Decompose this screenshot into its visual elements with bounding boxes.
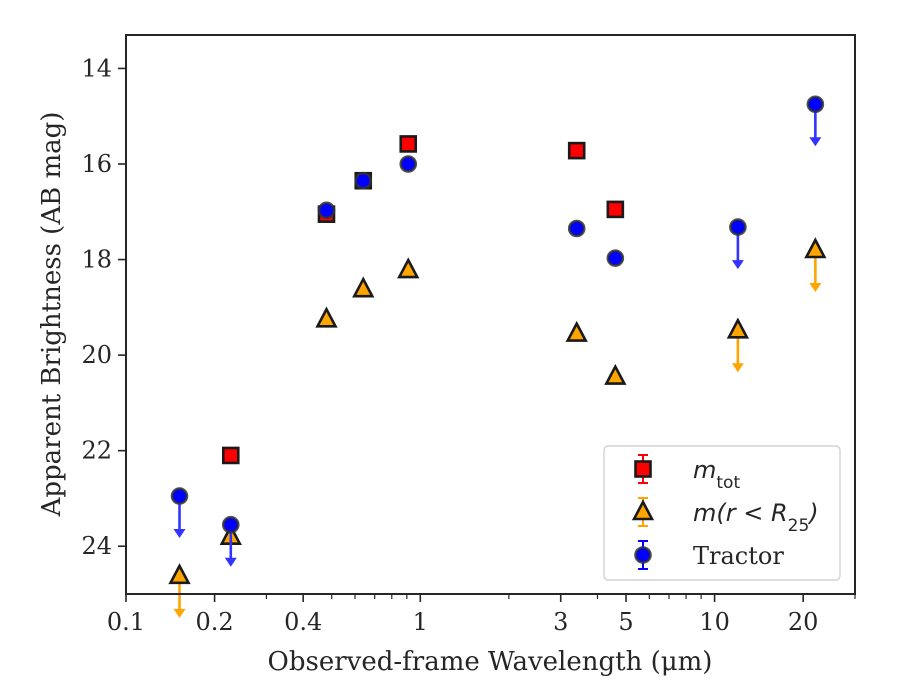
legend-marker-tractor	[634, 546, 652, 564]
y-tick-label: 14	[81, 54, 112, 82]
tractor-upper-limit-arrow-head	[731, 260, 744, 270]
x-tick-label: 0.1	[107, 608, 145, 636]
tractor-point	[399, 155, 418, 173]
axis-ticks: 0.1 0.2 0.4 1 3 5 10 20 14 16 18 20 22 24	[81, 54, 856, 636]
m-r25-point	[315, 306, 338, 328]
x-axis-label: Observed-frame Wavelength (μm)	[268, 647, 713, 677]
y-tick-label: 16	[81, 150, 112, 178]
m-r25-upper-limit-arrow-head	[809, 283, 822, 292]
tractor-point	[606, 249, 625, 267]
x-tick-label: 0.4	[284, 608, 322, 636]
m-r25-point	[565, 320, 588, 342]
y-tick-label: 20	[81, 341, 112, 369]
x-tick-label: 3	[553, 608, 568, 636]
tractor-point	[806, 95, 825, 114]
legend-marker-m-tot	[634, 460, 652, 478]
tractor-upper-limit-arrow-head	[173, 529, 186, 539]
plot-frame	[125, 34, 856, 595]
series-tractor	[170, 95, 825, 567]
legend-label-m-r25: m(r < R25)	[693, 499, 819, 536]
y-tick-label: 24	[81, 532, 112, 560]
y-axis-label: Apparent Brightness (AB mag)	[37, 112, 67, 518]
m-tot-point	[221, 446, 240, 465]
tractor-point	[170, 487, 189, 505]
m-r25-upper-limit-arrow-head	[173, 608, 186, 618]
x-tick-label: 5	[618, 608, 633, 636]
m-tot-point	[399, 135, 418, 153]
x-tick-label: 1	[413, 608, 428, 636]
tractor-point	[567, 219, 586, 238]
legend-label-m-tot: mtot	[693, 456, 740, 493]
data-marks	[168, 95, 827, 618]
y-tick-label: 22	[81, 437, 112, 465]
tractor-point	[354, 171, 373, 190]
m-tot-point	[606, 200, 625, 219]
legend-box	[603, 445, 841, 581]
m-r25-point	[168, 563, 191, 585]
x-tick-label: 0.2	[196, 608, 234, 636]
m-r25-point	[397, 257, 420, 279]
x-tick-label: 10	[699, 608, 730, 636]
tractor-point	[729, 218, 747, 236]
legend-label-tractor: Tractor	[693, 542, 784, 570]
m-r25-point	[726, 317, 750, 339]
tractor-upper-limit-arrow-head	[809, 137, 822, 147]
series-m-r25	[168, 237, 827, 618]
tractor-point	[317, 201, 336, 220]
m-r25-upper-limit-arrow-head	[731, 363, 744, 373]
legend: mtot m(r < R25) Tractor	[603, 445, 841, 581]
m-r25-point	[804, 237, 827, 259]
legend-marker-m-r25	[631, 499, 655, 521]
x-tick-label: 20	[788, 608, 819, 636]
m-r25-point	[604, 363, 627, 385]
tractor-upper-limit-arrow-head	[224, 557, 237, 567]
tractor-point	[221, 515, 240, 534]
y-tick-label: 18	[81, 246, 112, 274]
m-r25-point	[352, 276, 375, 298]
m-tot-point	[567, 141, 586, 160]
